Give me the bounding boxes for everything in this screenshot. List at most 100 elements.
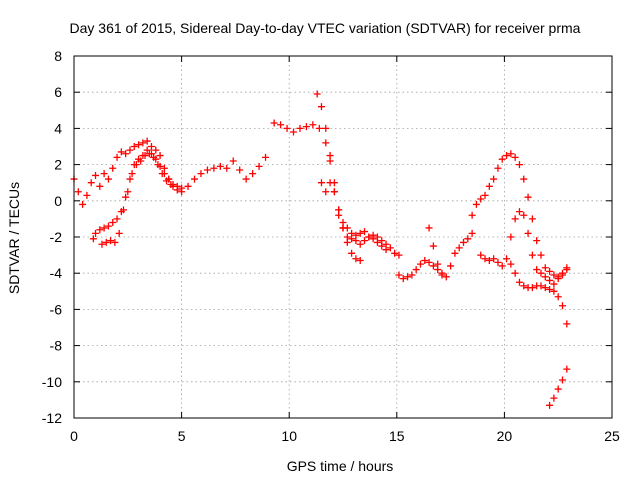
data-point	[378, 242, 386, 250]
data-point	[126, 175, 134, 183]
data-point	[229, 157, 237, 165]
data-point	[122, 150, 130, 158]
data-point	[74, 188, 82, 196]
data-point	[382, 246, 390, 254]
data-point	[242, 175, 250, 183]
data-point	[83, 191, 91, 199]
data-point	[559, 376, 567, 384]
data-point	[455, 244, 463, 252]
data-point	[216, 162, 224, 170]
data-point	[447, 262, 455, 270]
data-point	[386, 244, 394, 252]
data-point	[96, 182, 104, 190]
data-point	[150, 153, 158, 161]
data-point	[442, 273, 450, 281]
data-point	[511, 269, 519, 277]
data-point	[124, 188, 132, 196]
data-point	[524, 193, 532, 201]
data-point	[563, 320, 571, 328]
data-point	[348, 229, 356, 237]
data-point	[343, 238, 351, 246]
data-point	[143, 137, 151, 145]
data-point	[399, 275, 407, 283]
data-point	[528, 215, 536, 223]
data-point	[515, 278, 523, 286]
data-point	[98, 240, 106, 248]
data-point	[559, 302, 567, 310]
data-point	[395, 271, 403, 279]
data-point	[270, 119, 278, 127]
data-point	[429, 262, 437, 270]
data-point	[104, 222, 112, 230]
data-point	[135, 141, 143, 149]
data-point	[546, 401, 554, 409]
data-point	[468, 229, 476, 237]
data-point	[283, 124, 291, 132]
data-point	[309, 121, 317, 129]
data-point	[167, 181, 175, 189]
data-point	[111, 238, 119, 246]
y-tick-label: -6	[50, 301, 63, 317]
data-point	[117, 148, 125, 156]
y-tick-labels: -12 -10 -8 -6 -4 -2 0 2 4 6 8	[42, 48, 62, 426]
data-point	[356, 240, 364, 248]
data-point	[262, 153, 270, 161]
data-point	[173, 182, 181, 190]
data-point	[326, 179, 334, 187]
data-point	[361, 228, 369, 236]
data-point	[255, 162, 263, 170]
tick-marks	[73, 55, 613, 419]
data-point	[481, 255, 489, 263]
data-point	[79, 200, 87, 208]
data-point	[425, 258, 433, 266]
data-point	[541, 264, 549, 272]
data-point	[356, 229, 364, 237]
data-point	[515, 208, 523, 216]
data-point	[391, 249, 399, 257]
data-point	[520, 282, 528, 290]
data-point	[109, 164, 117, 172]
data-point	[507, 150, 515, 158]
data-point	[507, 260, 515, 268]
data-point	[472, 200, 480, 208]
data-point	[154, 161, 162, 169]
data-point	[96, 226, 104, 234]
data-point	[313, 90, 321, 98]
data-point	[203, 166, 211, 174]
data-point	[408, 271, 416, 279]
data-point	[317, 179, 325, 187]
y-tick-label: -4	[50, 265, 63, 281]
data-point	[507, 233, 515, 241]
data-point	[554, 293, 562, 301]
data-point	[404, 273, 412, 281]
data-point	[563, 266, 571, 274]
data-point	[145, 150, 153, 158]
data-point	[537, 251, 545, 259]
data-point	[490, 175, 498, 183]
data-point	[421, 257, 429, 265]
data-point	[249, 170, 257, 178]
x-tick-label: 25	[604, 428, 620, 444]
data-point	[395, 251, 403, 259]
y-tick-label: 4	[54, 120, 62, 136]
data-point	[550, 271, 558, 279]
data-point	[485, 182, 493, 190]
data-point	[141, 152, 149, 160]
data-point	[178, 184, 186, 192]
data-point	[352, 237, 360, 245]
data-point	[550, 280, 558, 288]
data-point	[290, 128, 298, 136]
data-point	[468, 211, 476, 219]
data-point	[210, 164, 218, 172]
data-point	[156, 152, 164, 160]
data-point	[425, 224, 433, 232]
data-point	[296, 124, 304, 132]
data-point	[477, 195, 485, 203]
data-point	[143, 146, 151, 154]
data-point	[197, 170, 205, 178]
data-point	[464, 235, 472, 243]
data-point	[130, 143, 138, 150]
data-point	[191, 175, 199, 183]
data-point	[365, 233, 373, 241]
